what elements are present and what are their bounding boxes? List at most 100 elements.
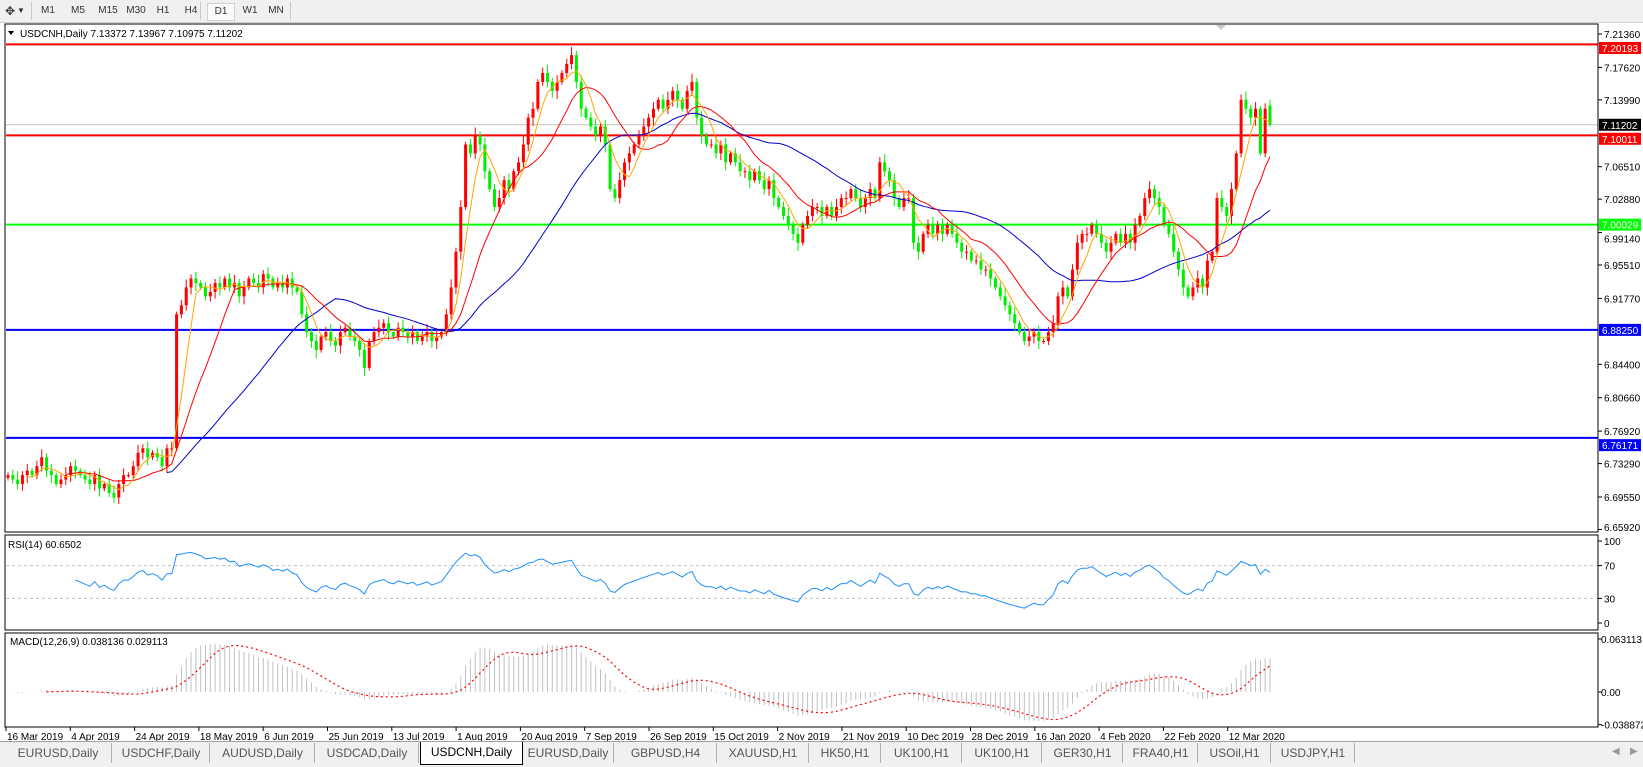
tab-usdjpy-h1[interactable]: USDJPY,H1 <box>1272 743 1355 763</box>
candle <box>69 462 73 482</box>
tabs-scroll-right-icon[interactable]: ▶ <box>1630 746 1638 757</box>
timeframe-m5-button[interactable]: M5 <box>71 5 85 16</box>
candle <box>637 130 641 149</box>
candle <box>179 299 183 319</box>
tab-usdcad-daily[interactable]: USDCAD,Daily <box>316 743 419 763</box>
tab-gbpusd-h4[interactable]: GBPUSD,H4 <box>615 743 717 763</box>
candle <box>671 86 675 107</box>
candle-body <box>998 287 1002 297</box>
tab-fra40-h1[interactable]: FRA40,H1 <box>1124 743 1198 763</box>
timeframe-m30-button[interactable]: M30 <box>126 5 146 16</box>
candle <box>584 106 588 121</box>
candle-body <box>830 207 834 216</box>
candle <box>613 183 617 203</box>
candle <box>603 119 607 153</box>
date-label: 10 Dec 2019 <box>907 732 964 741</box>
candle-body <box>613 189 617 199</box>
candle <box>54 472 58 487</box>
candle-body <box>1080 233 1084 243</box>
crosshair-tools-icon[interactable]: ✥ <box>4 4 16 18</box>
candle <box>777 195 781 210</box>
price-tick-label: 6.69550 <box>1604 493 1641 504</box>
candle-body <box>49 470 53 476</box>
candle <box>912 194 916 250</box>
candle <box>1268 100 1272 127</box>
candle <box>676 84 680 108</box>
candle-body <box>1027 336 1031 342</box>
candle-body <box>897 198 901 208</box>
candle <box>1066 284 1070 300</box>
candle <box>218 276 222 296</box>
candle <box>666 91 670 115</box>
tab-uk100-h1[interactable]: UK100,H1 <box>963 743 1042 763</box>
tab-usdcnh-daily[interactable]: USDCNH,Daily <box>420 742 523 765</box>
candle-body <box>1099 233 1103 243</box>
tab-eurusd-daily[interactable]: EURUSD,Daily <box>5 743 112 763</box>
tabs-scroll-left-icon[interactable]: ◀ <box>1612 746 1620 757</box>
candle-body <box>671 90 675 100</box>
candle <box>367 338 371 371</box>
candle-body <box>367 341 371 368</box>
candle-body <box>136 452 140 467</box>
candle <box>1244 91 1248 115</box>
candle-body <box>387 323 391 333</box>
candle-body <box>271 278 275 288</box>
candle-body <box>526 117 530 145</box>
candle-body <box>1152 189 1156 199</box>
candle <box>618 172 622 204</box>
candle-body <box>955 233 959 243</box>
tab-eurusd-daily[interactable]: EURUSD,Daily <box>523 743 614 763</box>
candle-body <box>324 332 328 337</box>
timeframe-d1-button[interactable]: D1 <box>207 3 235 21</box>
candle-body <box>536 81 540 109</box>
price-level-label: 7.10011 <box>1602 135 1638 146</box>
rsi-pane-frame <box>4 534 1599 631</box>
timeframe-mn-button[interactable]: MN <box>268 5 284 16</box>
candle-body <box>141 448 145 453</box>
candle <box>117 480 121 505</box>
candle-body <box>309 332 313 342</box>
candle <box>98 468 102 497</box>
candle-body <box>1143 198 1147 216</box>
candle <box>1022 326 1026 346</box>
tab-uk100-h1[interactable]: UK100,H1 <box>882 743 962 763</box>
timeframe-m15-button[interactable]: M15 <box>98 5 118 16</box>
candle-body <box>859 198 863 208</box>
tab-usdchf-daily[interactable]: USDCHF,Daily <box>113 743 210 763</box>
chart-menu-triangle-icon[interactable] <box>8 31 14 35</box>
candle <box>1201 274 1205 295</box>
timeframe-w1-button[interactable]: W1 <box>242 5 258 16</box>
tab-audusd-daily[interactable]: AUDUSD,Daily <box>211 743 315 763</box>
tab-ger30-h1[interactable]: GER30,H1 <box>1043 743 1123 763</box>
candle-body <box>873 189 877 199</box>
rsi-line <box>75 551 1271 609</box>
candle-body <box>574 55 578 82</box>
candle-body <box>35 466 39 476</box>
candle <box>685 85 689 113</box>
candle <box>348 322 352 341</box>
timeframe-m1-button[interactable]: M1 <box>41 5 55 16</box>
candle <box>526 113 530 152</box>
candle-body <box>1258 108 1262 154</box>
chart-shift-marker-icon[interactable] <box>1216 25 1226 30</box>
tab-usoil-h1[interactable]: USOil,H1 <box>1199 743 1271 763</box>
candle <box>247 275 251 291</box>
price-level-label: 7.11202 <box>1602 121 1638 132</box>
candle <box>608 141 612 192</box>
chart-window[interactable]: 7.21360 7.20193 7.17620 7.13990 7.11202 7.100… <box>0 23 1643 741</box>
tab-hk50-h1[interactable]: HK50,H1 <box>810 743 881 763</box>
candle-body <box>714 144 718 154</box>
candle <box>815 202 819 214</box>
timeframe-h1-button[interactable]: H1 <box>156 5 170 16</box>
candle-body <box>507 180 511 190</box>
candle-body <box>435 336 439 342</box>
candle <box>719 140 723 161</box>
candle-body <box>213 282 217 292</box>
candle <box>541 67 545 86</box>
timeframe-h4-button[interactable]: H4 <box>184 5 198 16</box>
candle-body <box>584 108 588 118</box>
candle-body <box>492 189 496 208</box>
candle <box>517 156 521 176</box>
tab-xauusd-h1[interactable]: XAUUSD,H1 <box>718 743 809 763</box>
dropdown-arrow-icon[interactable]: ▼ <box>17 6 25 15</box>
